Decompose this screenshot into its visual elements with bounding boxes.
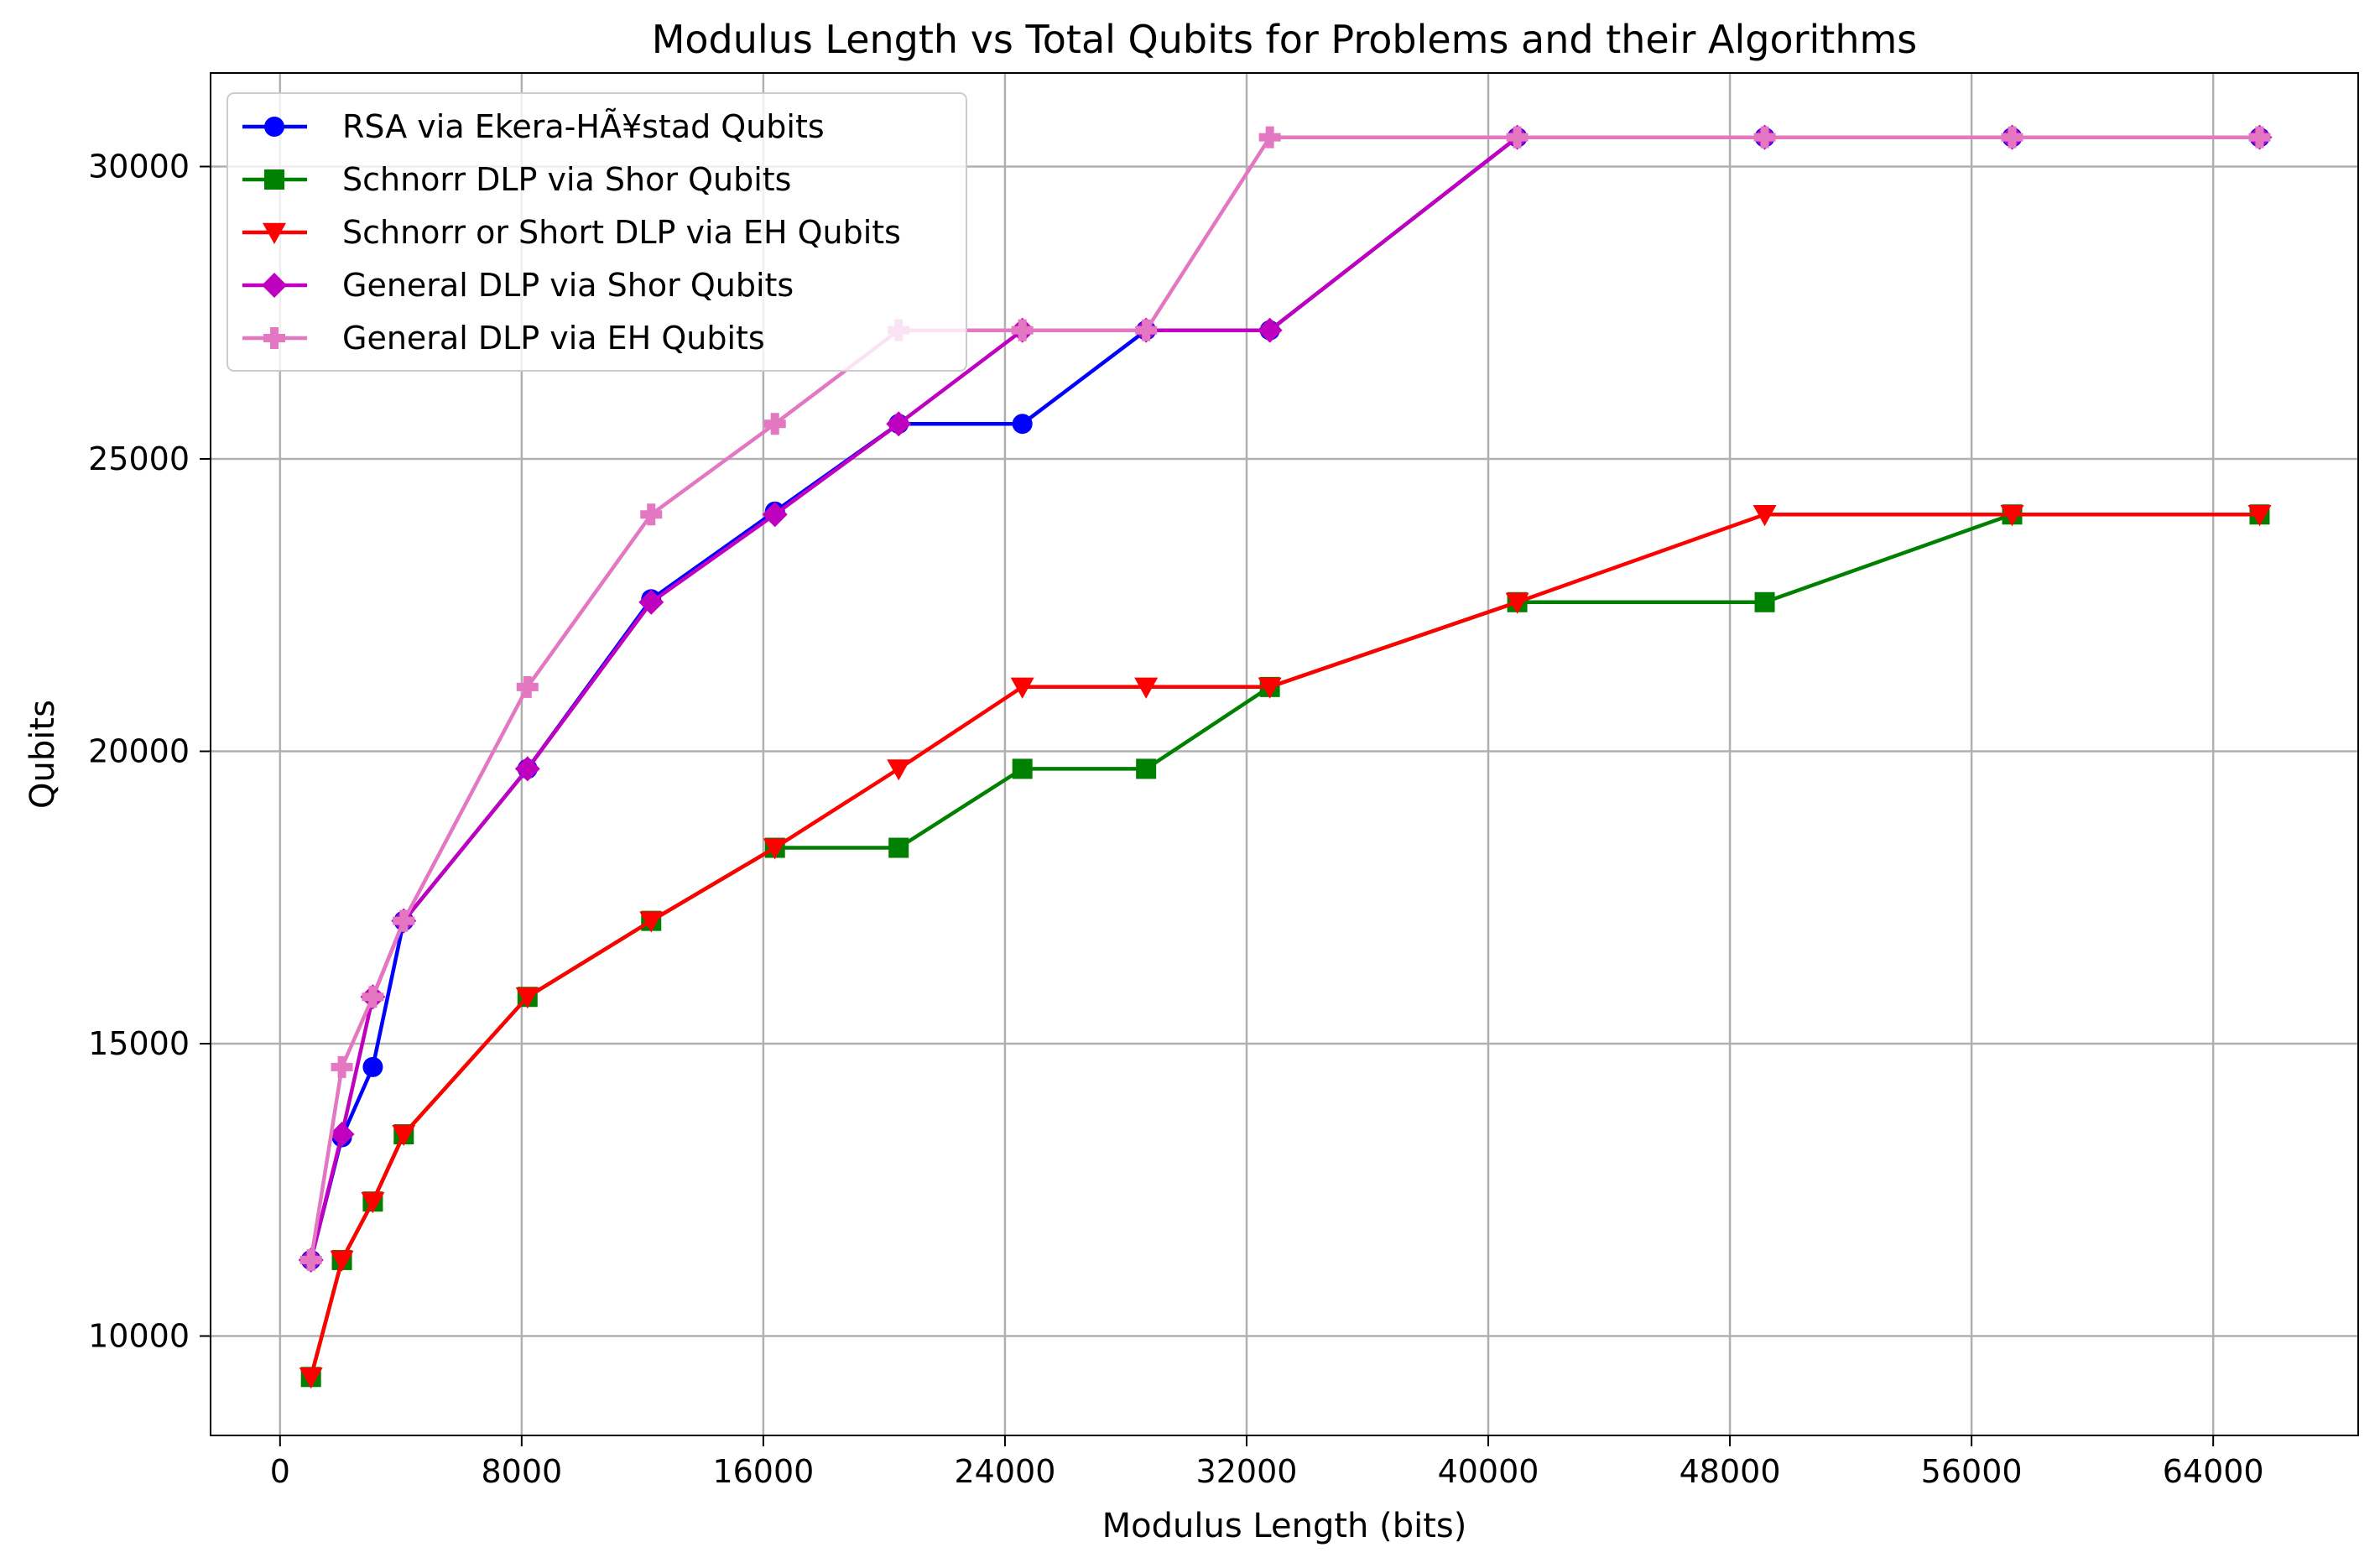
legend-marker <box>264 117 284 137</box>
x-tick-label: 24000 <box>955 1453 1056 1490</box>
data-point <box>516 675 539 698</box>
data-point <box>362 986 384 1008</box>
axis-ticks: 0 8000 16000 24000 32000 40000 48000 56000 64000… <box>88 148 2264 1490</box>
y-axis-label: Qubits <box>23 700 62 809</box>
x-axis-label: Modulus Length (bits) <box>1102 1507 1467 1545</box>
x-tick-label: 48000 <box>1680 1453 1781 1490</box>
data-point <box>1752 505 1777 527</box>
legend-item: Schnorr DLP via Shor Qubits <box>242 161 791 198</box>
legend-box <box>227 92 967 372</box>
x-tick-label: 40000 <box>1438 1453 1539 1490</box>
data-point <box>1506 126 1529 148</box>
data-point <box>762 502 788 528</box>
data-point <box>1134 677 1159 699</box>
legend-label: Schnorr or Short DLP via EH Qubits <box>342 214 901 251</box>
data-point <box>1136 758 1157 779</box>
chart-title: Modulus Length vs Total Qubits for Probl… <box>652 17 1918 62</box>
y-tick-label: 30000 <box>88 148 190 185</box>
legend-marker <box>264 169 284 190</box>
data-point <box>887 759 911 781</box>
data-point <box>515 987 539 1009</box>
legend-label: General DLP via EH Qubits <box>342 320 765 357</box>
y-tick-label: 15000 <box>88 1025 190 1062</box>
data-point <box>639 911 664 933</box>
data-point <box>514 756 540 782</box>
data-point <box>1135 319 1158 341</box>
data-point <box>886 411 912 437</box>
data-point <box>330 1250 354 1272</box>
legend-item: General DLP via EH Qubits <box>242 320 765 357</box>
y-tick-label: 25000 <box>88 440 190 477</box>
legend-marker <box>263 327 285 349</box>
data-point <box>1505 592 1529 614</box>
data-point <box>329 1122 355 1148</box>
legend-label: General DLP via Shor Qubits <box>342 267 794 304</box>
data-point <box>888 837 909 858</box>
data-point <box>392 1124 416 1147</box>
data-point <box>638 589 664 615</box>
data-point <box>393 909 415 932</box>
legend-item: RSA via Ekera-HÃ¥stad Qubits <box>242 108 825 145</box>
data-point <box>1011 319 1034 341</box>
data-point <box>1012 414 1033 435</box>
x-tick-label: 0 <box>270 1453 290 1490</box>
data-point <box>2248 126 2271 148</box>
legend-item: General DLP via Shor Qubits <box>242 267 794 304</box>
data-point <box>2001 126 2023 148</box>
data-point <box>331 1055 353 1078</box>
data-point <box>763 413 786 435</box>
legend-label: Schnorr DLP via Shor Qubits <box>342 161 791 198</box>
data-point <box>1753 126 1776 148</box>
legend-item: Schnorr or Short DLP via EH Qubits <box>242 214 901 251</box>
legend-marker <box>262 273 287 298</box>
data-point <box>2000 505 2024 527</box>
data-point <box>640 503 663 526</box>
data-point <box>362 1056 383 1077</box>
legend-marker <box>263 222 286 244</box>
data-point <box>1258 677 1282 699</box>
data-point <box>1010 677 1034 699</box>
data-point <box>1258 126 1281 148</box>
data-point <box>2247 505 2272 527</box>
data-point <box>1754 591 1775 612</box>
data-point <box>1012 758 1033 779</box>
data-point <box>763 838 787 860</box>
series-3 <box>299 505 2272 1389</box>
plot-frame <box>210 72 2359 1436</box>
legend: RSA via Ekera-HÃ¥stad Qubits Schnorr DLP … <box>227 92 967 372</box>
data-point <box>1257 317 1283 343</box>
y-tick-label: 20000 <box>88 733 190 770</box>
y-tick-label: 10000 <box>88 1318 190 1355</box>
x-tick-label: 16000 <box>712 1453 814 1490</box>
data-point <box>361 1192 385 1214</box>
data-point <box>299 1248 322 1271</box>
legend-label: RSA via Ekera-HÃ¥stad Qubits <box>342 108 825 145</box>
x-tick-label: 56000 <box>1921 1453 2023 1490</box>
data-point <box>299 1367 323 1389</box>
x-tick-label: 64000 <box>2163 1453 2264 1490</box>
x-tick-label: 8000 <box>481 1453 562 1490</box>
x-tick-label: 32000 <box>1196 1453 1298 1490</box>
